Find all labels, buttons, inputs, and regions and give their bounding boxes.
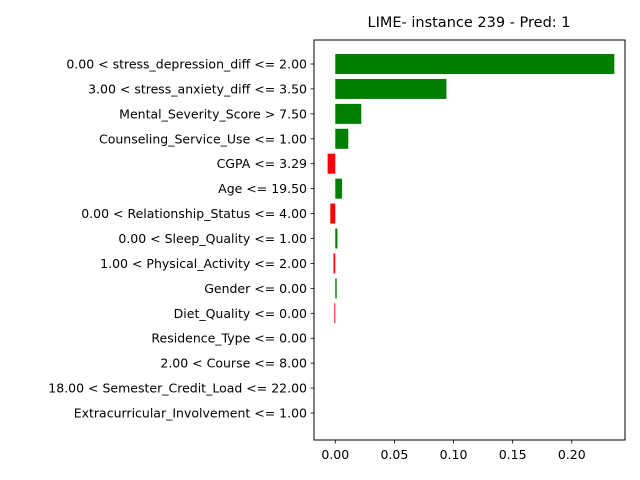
y-tick-label: Extracurricular_Involvement <= 1.00 (74, 406, 307, 421)
bar (333, 253, 336, 274)
bar (335, 103, 362, 124)
y-tick-label: CGPA <= 3.29 (217, 156, 307, 171)
x-tick-label: 0.15 (499, 447, 527, 462)
bar (334, 303, 336, 324)
bar (335, 54, 615, 74)
x-tick-label: 0.05 (380, 447, 408, 462)
bar (330, 203, 336, 224)
x-tick-label: 0.10 (440, 447, 468, 462)
y-tick-label: Residence_Type <= 0.00 (151, 331, 307, 346)
bar (335, 228, 338, 249)
y-tick-label: 0.00 < Sleep_Quality <= 1.00 (118, 231, 307, 246)
bar (335, 278, 337, 299)
y-tick-label: 3.00 < stress_anxiety_diff <= 3.50 (88, 81, 307, 96)
y-tick-label: 18.00 < Semester_Credit_Load <= 22.00 (48, 381, 307, 396)
y-tick-label: 2.00 < Course <= 8.00 (160, 356, 307, 371)
bar (335, 178, 343, 199)
bar (327, 153, 336, 174)
y-tick-label: Diet_Quality <= 0.00 (174, 306, 307, 321)
x-axis-ticks: 0.00 0.05 0.10 0.15 0.20 (321, 440, 586, 462)
bar (335, 128, 349, 149)
bars-group (327, 54, 615, 324)
y-tick-label: Gender <= 0.00 (204, 281, 307, 296)
y-axis-ticks: 0.00 < stress_depression_diff <= 2.00 3.0… (48, 57, 314, 421)
x-tick-label: 0.20 (558, 447, 586, 462)
plot-frame (313, 39, 626, 441)
y-tick-label: 1.00 < Physical_Activity <= 2.00 (100, 256, 307, 271)
y-tick-label: 0.00 < stress_depression_diff <= 2.00 (66, 57, 307, 72)
y-tick-label: Counseling_Service_Use <= 1.00 (99, 131, 307, 146)
chart-title: LIME- instance 239 - Pred: 1 (367, 15, 570, 31)
bar (335, 78, 447, 99)
y-tick-label: Age <= 19.50 (218, 181, 307, 196)
y-tick-label: Mental_Severity_Score > 7.50 (119, 106, 307, 121)
y-tick-label: 0.00 < Relationship_Status <= 4.00 (81, 206, 307, 221)
x-tick-label: 0.00 (321, 447, 349, 462)
